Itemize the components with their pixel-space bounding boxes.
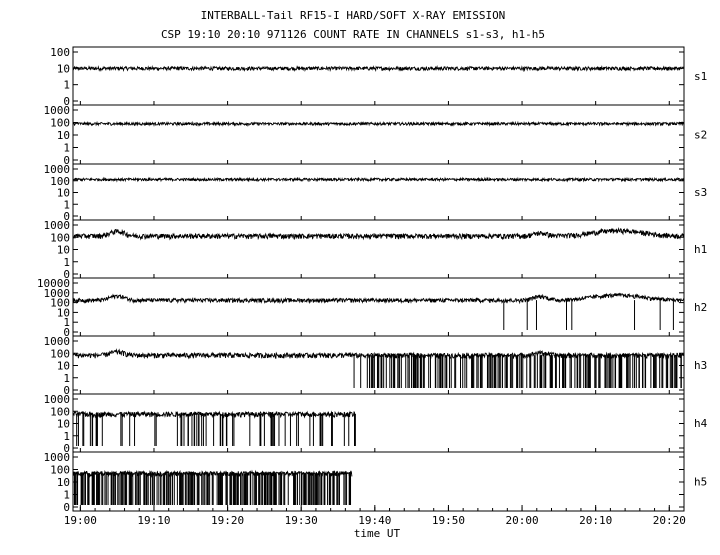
y-tick-label: 100 <box>50 117 70 130</box>
y-tick-label: 100 <box>50 175 70 188</box>
channel-label: h5 <box>694 476 707 489</box>
y-tick-label: 10 <box>57 418 70 431</box>
panel-frame <box>72 277 685 337</box>
x-tick-label: 20:00 <box>505 514 538 527</box>
y-tick-label: 10 <box>57 244 70 257</box>
y-tick-label: 10 <box>57 476 70 489</box>
trace-s3 <box>72 176 685 183</box>
y-tick-label: 1000 <box>44 219 71 232</box>
x-tick-label: 20:20 <box>653 514 686 527</box>
y-tick-label: 0 <box>63 326 70 339</box>
time-axis: 19:00 19:10 19:20 19:30 19:40 19:50 20:00 20:10… <box>64 505 686 527</box>
channel-label: h3 <box>694 359 707 372</box>
y-tick-label: 10 <box>57 187 70 200</box>
channel-label: h1 <box>694 243 707 256</box>
y-tick-label: 1 <box>63 198 70 211</box>
panel-frame <box>72 104 685 165</box>
y-tick-label: 100 <box>50 46 70 59</box>
y-tick-label: 10 <box>57 360 70 373</box>
channel-label: s1 <box>694 70 707 83</box>
y-tick-label: 0 <box>63 384 70 397</box>
y-tick-label: 1000 <box>44 335 71 348</box>
x-tick-label: 20:10 <box>579 514 612 527</box>
channel-label: h2 <box>694 301 707 314</box>
panel-frame <box>72 393 685 453</box>
x-tick-label: 19:30 <box>285 514 318 527</box>
trace-h2 <box>72 292 685 305</box>
y-tick-label: 1 <box>63 430 70 443</box>
trace-h1 <box>72 227 685 241</box>
panel-stack: 1001010s110001001010s210001001010s310001… <box>37 46 708 514</box>
panel-frame <box>72 46 685 106</box>
x-tick-label: 19:20 <box>211 514 244 527</box>
x-tick-label: 19:10 <box>137 514 170 527</box>
x-tick-label: 19:00 <box>64 514 97 527</box>
y-tick-label: 1 <box>63 79 70 92</box>
y-tick-label: 1000 <box>44 451 71 464</box>
panel-frame <box>72 163 685 221</box>
panel-frame <box>72 219 685 279</box>
y-tick-label: 1000 <box>44 287 71 300</box>
y-tick-label: 100 <box>50 464 70 477</box>
chart-title: INTERBALL-Tail RF15-I HARD/SOFT X-RAY EM… <box>201 9 506 22</box>
y-tick-label: 10 <box>57 129 70 142</box>
x-tick-label: 19:50 <box>432 514 465 527</box>
y-tick-label: 100 <box>50 405 70 418</box>
y-tick-label: 10 <box>57 306 70 319</box>
y-tick-label: 1 <box>63 256 70 269</box>
y-tick-label: 0 <box>63 268 70 281</box>
y-tick-label: 1000 <box>44 393 71 406</box>
channel-label: h4 <box>694 417 708 430</box>
y-tick-label: 100 <box>50 297 70 310</box>
channel-label: s3 <box>694 186 707 199</box>
y-tick-label: 0 <box>63 210 70 223</box>
channel-label: s2 <box>694 129 707 142</box>
chart-subtitle: CSP 19:10 20:10 971126 COUNT RATE IN CHA… <box>161 28 545 41</box>
y-tick-label: 1 <box>63 372 70 385</box>
y-tick-label: 1 <box>63 316 70 329</box>
y-tick-label: 0 <box>63 154 70 167</box>
y-tick-label: 100 <box>50 347 70 360</box>
x-axis-label: time UT <box>354 527 401 540</box>
y-tick-label: 0 <box>63 501 70 514</box>
y-tick-label: 1000 <box>44 104 71 117</box>
y-tick-label: 1 <box>63 142 70 155</box>
y-tick-label: 100 <box>50 231 70 244</box>
trace-h4 <box>72 410 356 419</box>
y-tick-label: 1000 <box>44 163 71 176</box>
trace-s2 <box>72 120 685 127</box>
x-tick-label: 19:40 <box>358 514 391 527</box>
trace-s1 <box>72 65 685 73</box>
y-tick-label: 10000 <box>37 277 70 290</box>
y-tick-label: 0 <box>63 442 70 455</box>
y-tick-label: 10 <box>57 62 70 75</box>
y-tick-label: 1 <box>63 489 70 502</box>
y-tick-label: 0 <box>63 95 70 108</box>
